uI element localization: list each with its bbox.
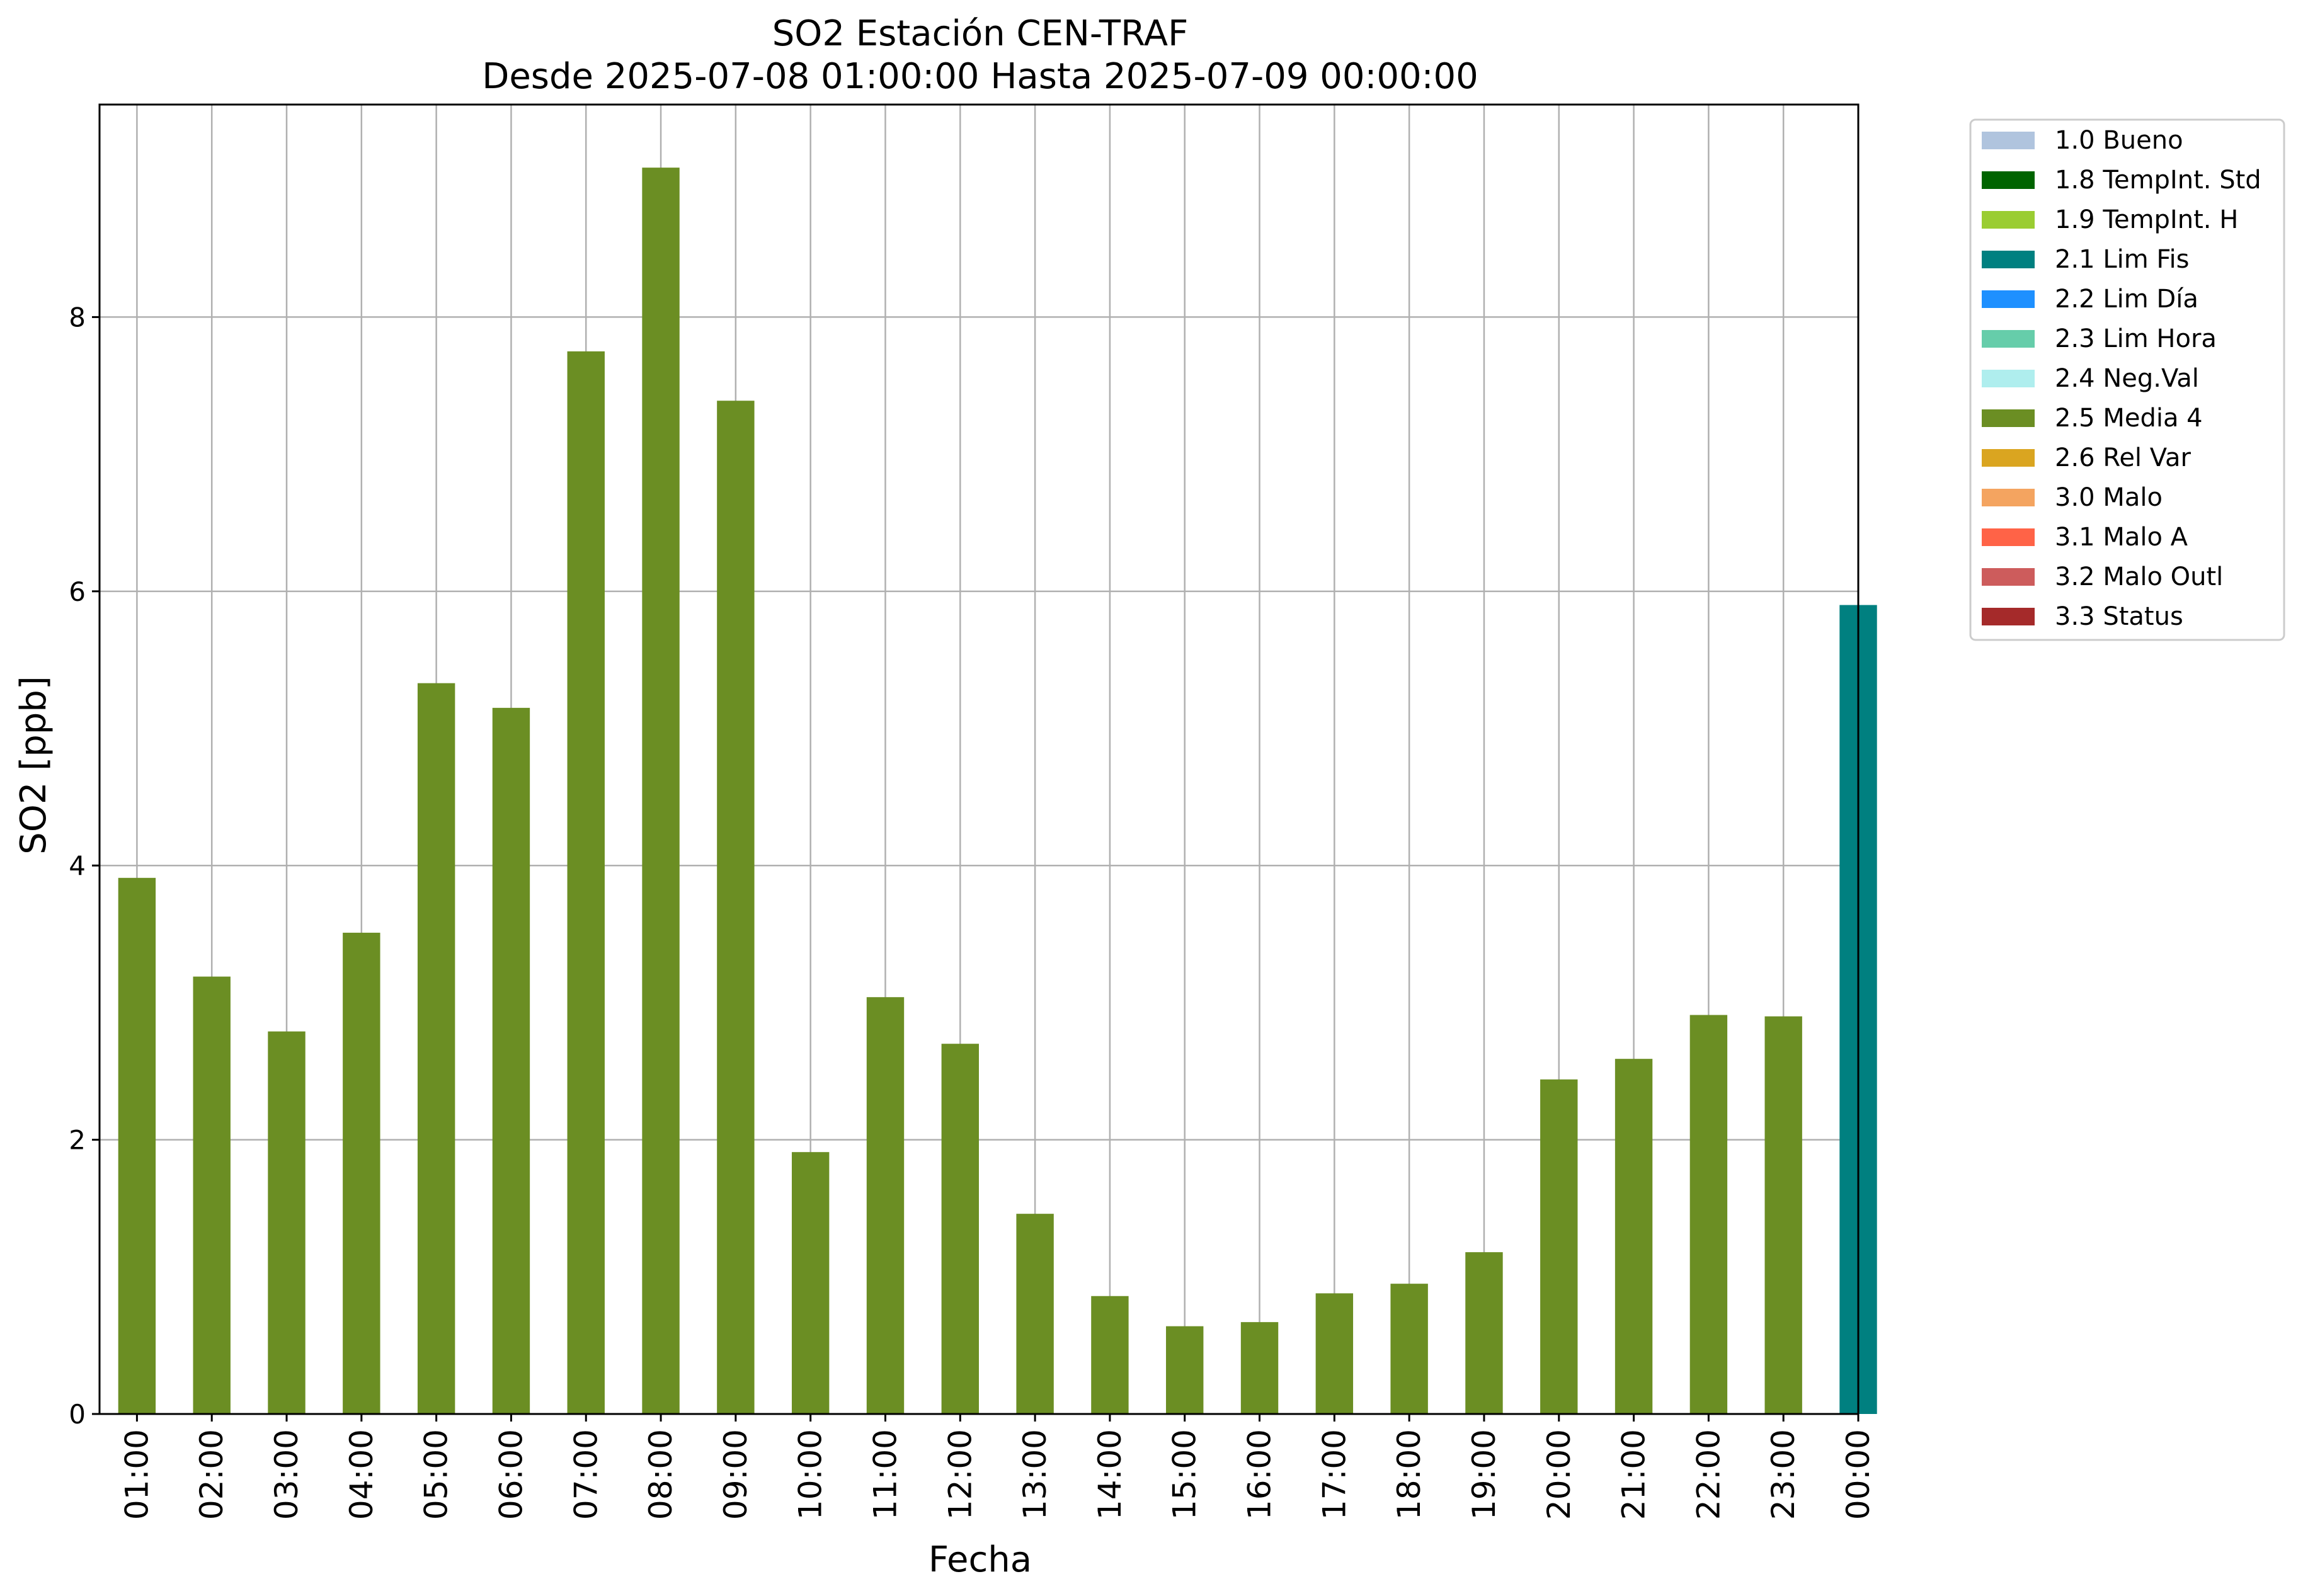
legend-swatch xyxy=(1982,409,2035,427)
x-tick-label: 17:00 xyxy=(1316,1429,1352,1520)
legend-label: 2.1 Lim Fis xyxy=(2055,245,2189,274)
x-tick-label: 21:00 xyxy=(1616,1429,1652,1520)
legend-swatch xyxy=(1982,290,2035,308)
legend-label: 3.3 Status xyxy=(2055,602,2183,631)
x-tick-label: 05:00 xyxy=(418,1429,455,1520)
legend-label: 3.1 Malo A xyxy=(2055,523,2188,552)
legend-label: 2.6 Rel Var xyxy=(2055,443,2192,472)
legend-swatch xyxy=(1982,211,2035,229)
bar-0600 xyxy=(492,707,530,1414)
legend-swatch xyxy=(1982,528,2035,546)
bar-1100 xyxy=(866,997,905,1414)
bar-1300 xyxy=(1016,1214,1054,1414)
x-tick-label: 22:00 xyxy=(1690,1429,1727,1520)
bar-0300 xyxy=(268,1031,306,1414)
legend-label: 1.8 TempInt. Std xyxy=(2055,166,2261,195)
bar-0800 xyxy=(642,168,680,1414)
bars xyxy=(118,168,1877,1415)
x-tick-label: 12:00 xyxy=(942,1429,978,1520)
legend-swatch xyxy=(1982,251,2035,268)
x-tick-label: 07:00 xyxy=(568,1429,604,1520)
legend-label: 1.0 Bueno xyxy=(2055,126,2183,155)
x-tick-label: 06:00 xyxy=(493,1429,529,1520)
bar-1600 xyxy=(1240,1322,1279,1414)
x-tick-label: 02:00 xyxy=(193,1429,230,1520)
bar-0700 xyxy=(567,351,605,1414)
legend-label: 3.0 Malo xyxy=(2055,483,2163,512)
chart-subtitle: Desde 2025-07-08 01:00:00 Hasta 2025-07-… xyxy=(482,56,1478,97)
bar-0500 xyxy=(417,683,455,1414)
legend-label: 3.2 Malo Outl xyxy=(2055,562,2223,591)
x-tick-label: 01:00 xyxy=(118,1429,155,1520)
bar-1900 xyxy=(1465,1252,1503,1414)
x-tick-label: 16:00 xyxy=(1242,1429,1278,1520)
x-tick-label: 00:00 xyxy=(1840,1429,1877,1520)
bar-1000 xyxy=(791,1152,830,1414)
bar-0900 xyxy=(717,401,755,1414)
bar-1700 xyxy=(1315,1293,1354,1414)
bar-2200 xyxy=(1689,1015,1728,1414)
x-axis-ticks: 01:00 02:00 03:00 04:00 05:00 06:00 07:00 08:00… xyxy=(118,1414,1877,1520)
y-axis-label: SO2 [ppb] xyxy=(13,676,54,854)
bar-1200 xyxy=(941,1044,979,1414)
bar-2100 xyxy=(1614,1059,1653,1414)
x-tick-label: 08:00 xyxy=(643,1429,679,1520)
x-tick-label: 04:00 xyxy=(343,1429,380,1520)
legend-swatch xyxy=(1982,449,2035,467)
bar-0400 xyxy=(343,932,380,1414)
y-tick-label: 8 xyxy=(69,302,86,333)
x-tick-label: 23:00 xyxy=(1765,1429,1802,1520)
legend-frame xyxy=(1969,118,2285,641)
legend-label: 2.2 Lim Día xyxy=(2055,285,2198,314)
bar-0100 xyxy=(118,877,156,1414)
x-axis-label: Fecha xyxy=(929,1539,1032,1580)
x-tick-label: 13:00 xyxy=(1017,1429,1053,1520)
x-tick-label: 20:00 xyxy=(1541,1429,1577,1520)
legend-label: 2.4 Neg.Val xyxy=(2055,364,2199,393)
legend-label: 1.9 TempInt. H xyxy=(2055,205,2238,234)
bar-2000 xyxy=(1540,1079,1578,1414)
bar-2300 xyxy=(1764,1016,1802,1414)
y-tick-label: 2 xyxy=(69,1125,86,1156)
legend-swatch xyxy=(1982,132,2035,149)
x-tick-label: 09:00 xyxy=(717,1429,754,1520)
y-tick-label: 4 xyxy=(69,850,86,881)
bar-1800 xyxy=(1390,1284,1428,1414)
legend-swatch xyxy=(1982,489,2035,506)
x-tick-label: 19:00 xyxy=(1466,1429,1502,1520)
bar-1500 xyxy=(1166,1326,1204,1414)
bar-1400 xyxy=(1091,1296,1129,1414)
legend-swatch xyxy=(1982,330,2035,348)
y-axis-ticks: 0 2 4 6 8 xyxy=(69,302,100,1430)
legend-swatch xyxy=(1982,171,2035,189)
y-tick-label: 0 xyxy=(69,1399,86,1430)
x-tick-label: 03:00 xyxy=(268,1429,305,1520)
legend-label: 2.3 Lim Hora xyxy=(2055,324,2217,353)
plot-frame xyxy=(98,103,1860,1415)
x-tick-label: 14:00 xyxy=(1092,1429,1128,1520)
x-tick-label: 10:00 xyxy=(792,1429,829,1520)
legend-label: 2.5 Media 4 xyxy=(2055,404,2203,433)
legend: 1.0 Bueno 1.8 TempInt. Std 1.9 TempInt. H 2… xyxy=(1969,118,2285,641)
legend-swatch xyxy=(1982,608,2035,625)
legend-swatch xyxy=(1982,568,2035,586)
chart-title: SO2 Estación CEN-TRAF xyxy=(772,13,1189,54)
x-tick-label: 11:00 xyxy=(867,1429,903,1520)
legend-swatch xyxy=(1982,370,2035,387)
y-tick-label: 6 xyxy=(69,576,86,607)
x-tick-label: 18:00 xyxy=(1391,1429,1427,1520)
x-tick-label: 15:00 xyxy=(1167,1429,1203,1520)
bar-0200 xyxy=(193,976,231,1414)
